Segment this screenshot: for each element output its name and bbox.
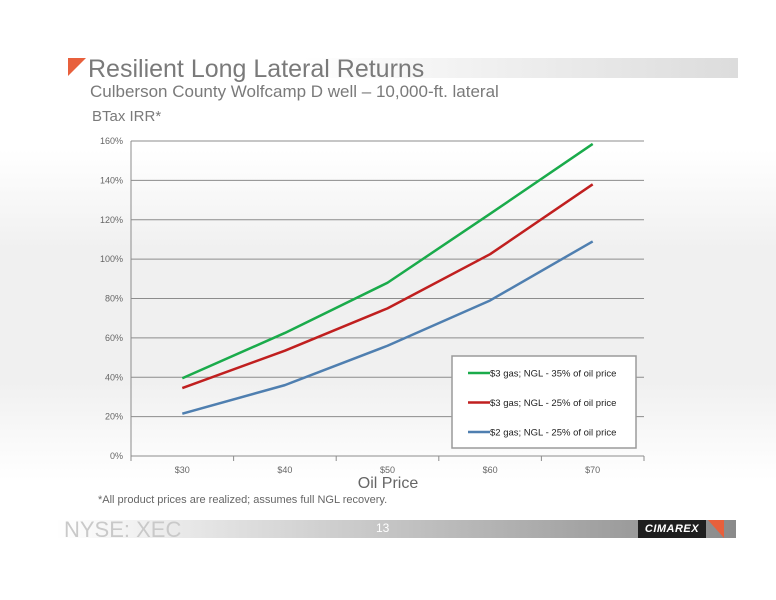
y-tick-label: 80% — [105, 294, 123, 304]
legend-label-1: $3 gas; NGL - 35% of oil price — [490, 369, 616, 380]
title-accent-triangle — [68, 58, 86, 76]
series-line-1 — [181, 142, 594, 380]
company-logo: CIMAREX — [638, 520, 706, 538]
x-tick-label: $70 — [585, 465, 600, 475]
x-tick-label: $50 — [380, 465, 395, 475]
x-axis: $30 $40 $50 $60 $70 — [130, 141, 645, 475]
y-tick-label: 60% — [105, 333, 123, 343]
logo-accent-triangle — [708, 520, 724, 538]
page-number: 13 — [376, 521, 390, 535]
legend-label-2: $3 gas; NGL - 25% of oil price — [490, 398, 616, 409]
series-lines — [181, 142, 594, 415]
footer-bar — [56, 520, 736, 538]
y-tick-label: 140% — [100, 175, 123, 185]
x-axis-label: Oil Price — [358, 475, 419, 492]
ticker-symbol: NYSE: XEC — [64, 517, 182, 542]
footnote: *All product prices are realized; assume… — [98, 494, 388, 506]
y-tick-label: 0% — [110, 451, 123, 461]
x-tick-label: $60 — [483, 465, 498, 475]
y-tick-label: 100% — [100, 254, 123, 264]
y-tick-label: 160% — [100, 136, 123, 146]
slide-subtitle: Culberson County Wolfcamp D well – 10,00… — [90, 82, 499, 101]
x-tick-label: $30 — [175, 465, 190, 475]
y-tick-label: 120% — [100, 215, 123, 225]
x-tick-label: $40 — [277, 465, 292, 475]
y-tick-label: 40% — [105, 372, 123, 382]
legend-label-3: $2 gas; NGL - 25% of oil price — [490, 428, 616, 439]
legend: $3 gas; NGL - 35% of oil price $3 gas; NG… — [451, 355, 637, 449]
slide-title: Resilient Long Lateral Returns — [88, 55, 425, 83]
y-tick-label: 20% — [105, 412, 123, 422]
title-bar — [68, 58, 738, 78]
background-band — [0, 150, 776, 480]
y-tick-labels: 0% 20% 40% 60% 80% 100% 120% 140% 160% — [100, 136, 123, 461]
y-axis-label: BTax IRR* — [92, 108, 162, 125]
